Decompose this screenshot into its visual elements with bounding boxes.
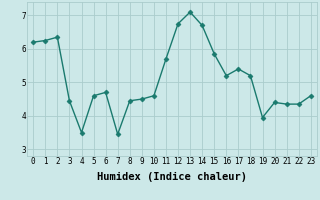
X-axis label: Humidex (Indice chaleur): Humidex (Indice chaleur) xyxy=(97,172,247,182)
